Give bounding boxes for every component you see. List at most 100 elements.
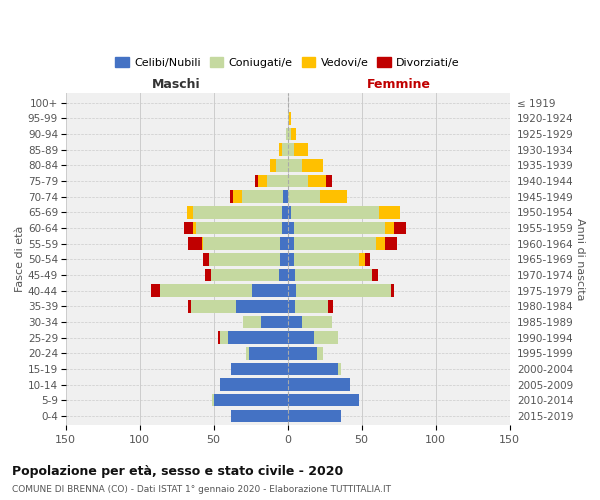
Bar bbox=[188, 238, 202, 250]
Bar bbox=[293, 253, 359, 266]
Bar bbox=[230, 190, 233, 203]
Bar bbox=[317, 347, 323, 360]
Bar bbox=[287, 394, 359, 406]
Bar bbox=[242, 190, 283, 203]
Bar bbox=[249, 347, 287, 360]
Bar bbox=[191, 300, 236, 312]
Bar bbox=[233, 190, 242, 203]
Bar bbox=[372, 268, 378, 281]
Text: COMUNE DI BRENNA (CO) - Dati ISTAT 1° gennaio 2020 - Elaborazione TUTTITALIA.IT: COMUNE DI BRENNA (CO) - Dati ISTAT 1° ge… bbox=[12, 485, 391, 494]
Bar bbox=[287, 347, 317, 360]
Bar bbox=[287, 144, 293, 156]
Bar bbox=[246, 347, 249, 360]
Bar bbox=[287, 222, 293, 234]
Bar bbox=[290, 128, 296, 140]
Bar bbox=[280, 238, 287, 250]
Bar bbox=[255, 175, 258, 188]
Bar bbox=[243, 316, 261, 328]
Bar bbox=[338, 362, 341, 375]
Bar bbox=[290, 206, 379, 218]
Bar bbox=[394, 222, 406, 234]
Bar bbox=[379, 206, 400, 218]
Bar bbox=[220, 332, 229, 344]
Bar bbox=[320, 190, 347, 203]
Bar bbox=[287, 206, 290, 218]
Bar bbox=[287, 362, 338, 375]
Y-axis label: Fasce di età: Fasce di età bbox=[15, 226, 25, 292]
Bar bbox=[218, 332, 220, 344]
Bar bbox=[287, 253, 293, 266]
Bar bbox=[281, 222, 287, 234]
Bar bbox=[205, 268, 211, 281]
Bar bbox=[287, 410, 341, 422]
Bar bbox=[187, 206, 193, 218]
Bar bbox=[281, 144, 287, 156]
Bar bbox=[280, 253, 287, 266]
Bar bbox=[287, 175, 308, 188]
Bar bbox=[286, 128, 287, 140]
Bar bbox=[295, 268, 372, 281]
Bar bbox=[232, 410, 287, 422]
Bar bbox=[326, 175, 332, 188]
Bar bbox=[308, 175, 326, 188]
Bar bbox=[287, 316, 302, 328]
Bar bbox=[287, 128, 290, 140]
Y-axis label: Anni di nascita: Anni di nascita bbox=[575, 218, 585, 300]
Bar bbox=[193, 222, 196, 234]
Bar bbox=[289, 112, 290, 124]
Bar bbox=[391, 284, 394, 297]
Text: Popolazione per età, sesso e stato civile - 2020: Popolazione per età, sesso e stato civil… bbox=[12, 464, 343, 477]
Bar bbox=[295, 300, 328, 312]
Text: Femmine: Femmine bbox=[367, 78, 431, 91]
Bar bbox=[236, 300, 287, 312]
Bar bbox=[283, 190, 287, 203]
Bar bbox=[385, 238, 397, 250]
Bar bbox=[203, 238, 280, 250]
Bar bbox=[188, 300, 191, 312]
Bar bbox=[202, 238, 203, 250]
Bar bbox=[287, 112, 289, 124]
Bar bbox=[252, 284, 287, 297]
Bar bbox=[365, 253, 370, 266]
Bar bbox=[359, 253, 365, 266]
Bar bbox=[203, 253, 209, 266]
Bar bbox=[279, 268, 287, 281]
Text: Maschi: Maschi bbox=[152, 78, 201, 91]
Bar bbox=[293, 238, 376, 250]
Bar bbox=[287, 378, 350, 391]
Bar bbox=[385, 222, 394, 234]
Bar bbox=[287, 284, 296, 297]
Bar bbox=[267, 175, 287, 188]
Bar bbox=[293, 222, 385, 234]
Bar bbox=[281, 206, 287, 218]
Bar bbox=[232, 362, 287, 375]
Bar bbox=[287, 159, 302, 172]
Bar bbox=[293, 144, 308, 156]
Bar bbox=[302, 316, 332, 328]
Bar bbox=[302, 159, 323, 172]
Bar bbox=[184, 222, 193, 234]
Bar bbox=[276, 159, 287, 172]
Bar bbox=[287, 332, 314, 344]
Bar bbox=[151, 284, 160, 297]
Bar bbox=[160, 284, 252, 297]
Bar bbox=[212, 394, 214, 406]
Bar bbox=[270, 159, 276, 172]
Bar bbox=[376, 238, 385, 250]
Bar bbox=[211, 268, 279, 281]
Bar bbox=[314, 332, 338, 344]
Bar bbox=[287, 238, 293, 250]
Bar bbox=[229, 332, 287, 344]
Bar bbox=[196, 222, 281, 234]
Bar bbox=[287, 268, 295, 281]
Bar bbox=[296, 284, 391, 297]
Bar bbox=[279, 144, 281, 156]
Bar bbox=[214, 394, 287, 406]
Legend: Celibi/Nubili, Coniugati/e, Vedovi/e, Divorziati/e: Celibi/Nubili, Coniugati/e, Vedovi/e, Di… bbox=[111, 52, 464, 72]
Bar bbox=[261, 316, 287, 328]
Bar bbox=[209, 253, 280, 266]
Bar bbox=[287, 300, 295, 312]
Bar bbox=[328, 300, 334, 312]
Bar bbox=[258, 175, 267, 188]
Bar bbox=[220, 378, 287, 391]
